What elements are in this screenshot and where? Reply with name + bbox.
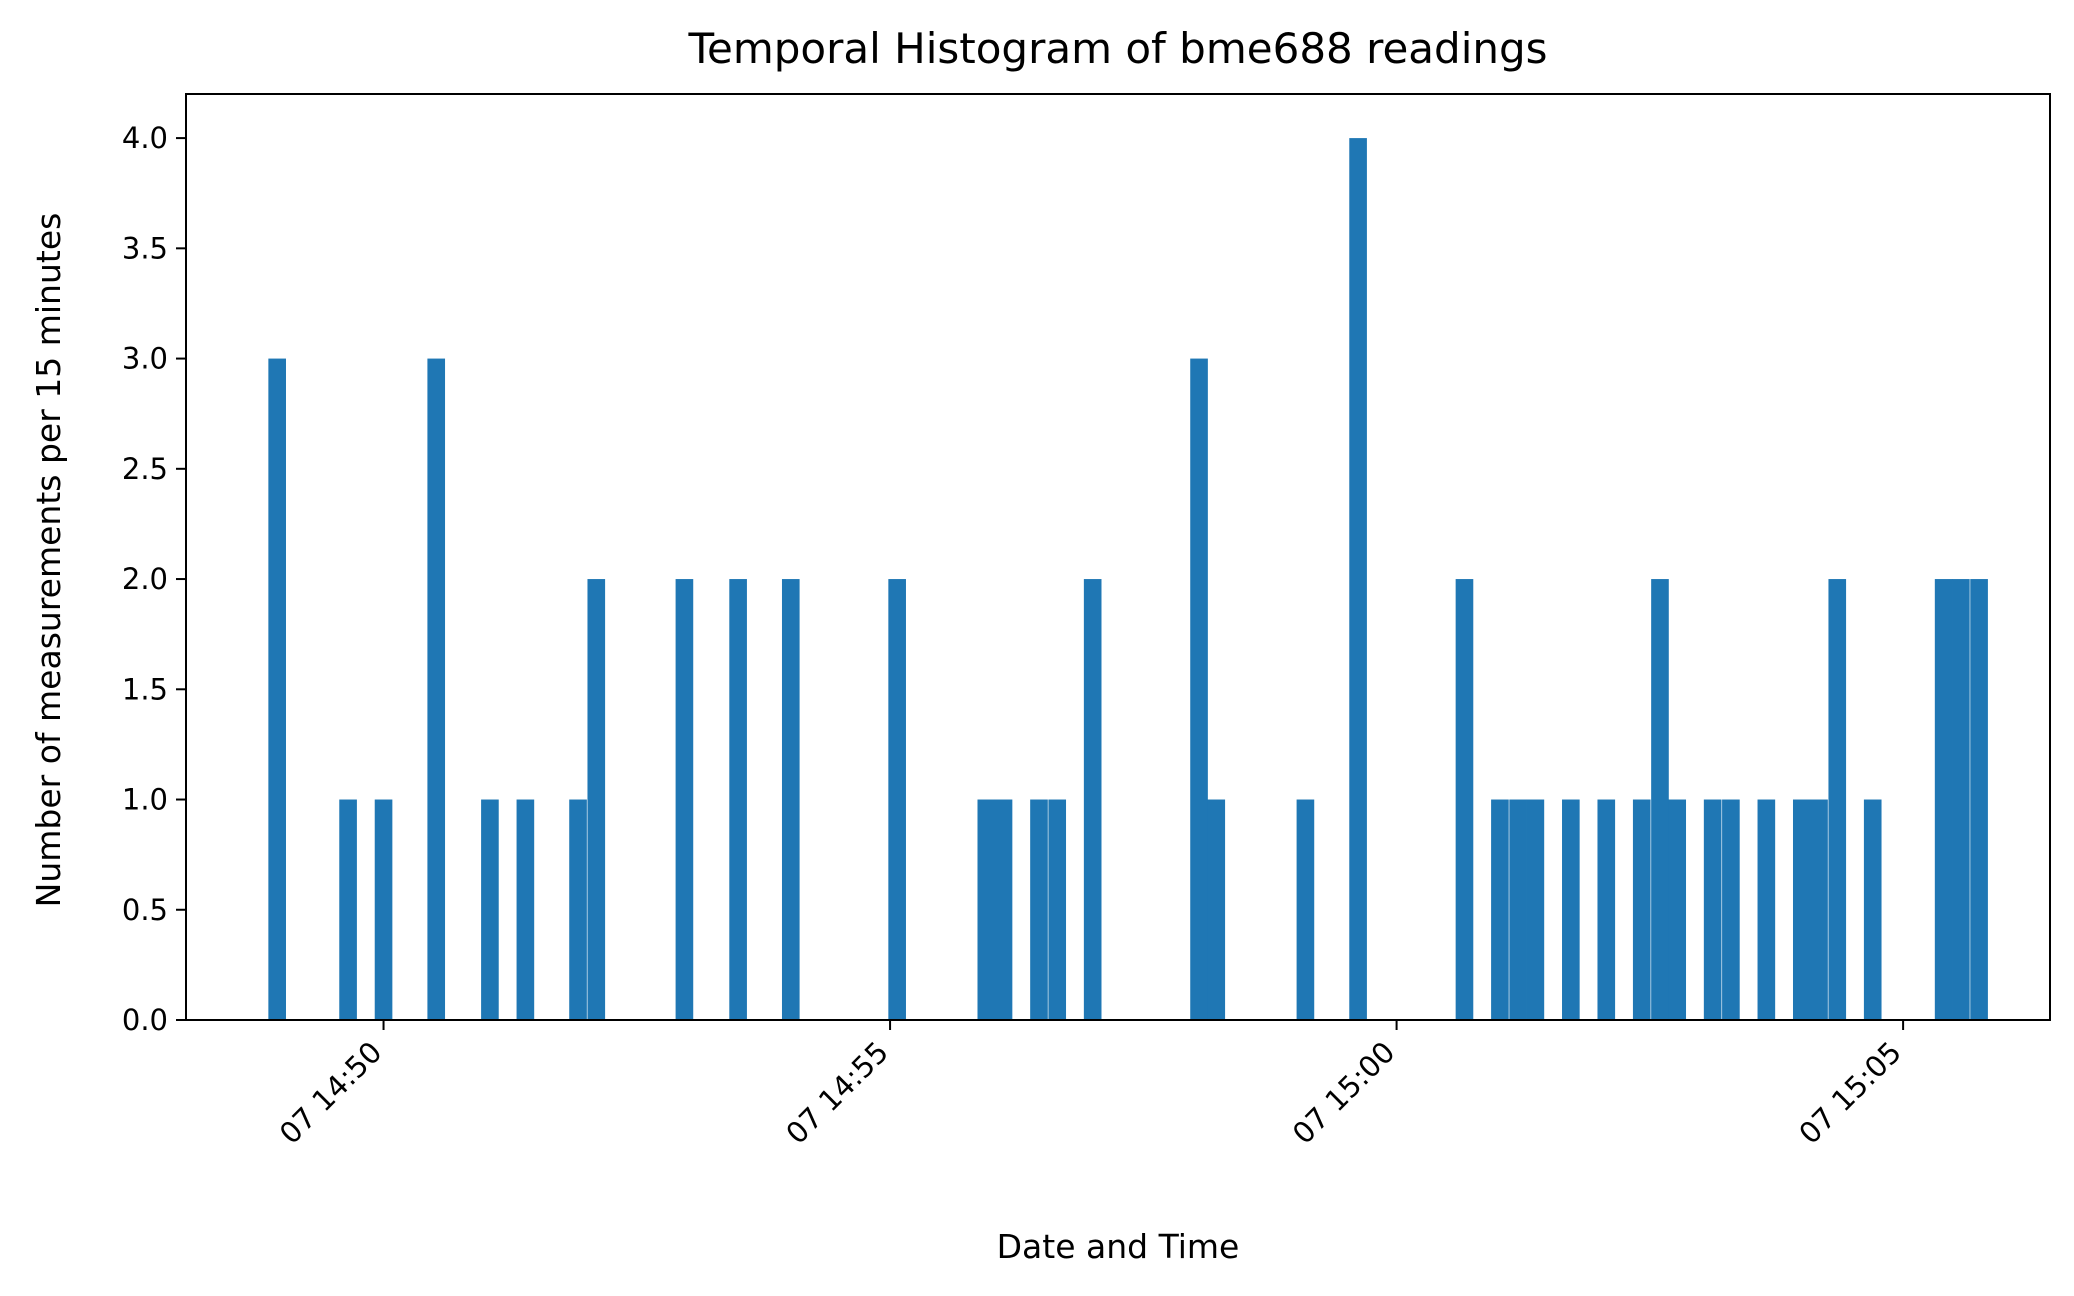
x-axis-title: Date and Time bbox=[997, 1227, 1240, 1266]
bar-21 bbox=[1455, 579, 1474, 1020]
bar-28 bbox=[1651, 579, 1669, 1020]
bar-0 bbox=[268, 358, 286, 1020]
bar-29 bbox=[1668, 799, 1687, 1020]
bar-8 bbox=[675, 579, 694, 1020]
bar-30 bbox=[1703, 799, 1722, 1020]
bar-19 bbox=[1296, 799, 1315, 1020]
bar-4 bbox=[481, 799, 499, 1020]
bar-9 bbox=[729, 579, 747, 1020]
y-tick-label-4: 2.0 bbox=[122, 562, 168, 596]
bar-34 bbox=[1810, 799, 1828, 1020]
bar-33 bbox=[1792, 799, 1811, 1020]
plot-frame bbox=[185, 93, 2051, 1021]
chart-title: Temporal Histogram of bme688 readings bbox=[687, 24, 1547, 73]
bar-38 bbox=[1952, 579, 1970, 1020]
y-tick-label-6: 3.0 bbox=[122, 342, 168, 376]
bar-7 bbox=[587, 579, 606, 1020]
bar-group bbox=[268, 138, 1988, 1021]
bar-24 bbox=[1526, 799, 1545, 1020]
y-tick-label-8: 4.0 bbox=[122, 121, 168, 155]
bar-22 bbox=[1491, 799, 1509, 1020]
y-tick-label-2: 1.0 bbox=[122, 783, 168, 817]
bar-13 bbox=[994, 799, 1013, 1020]
bar-10 bbox=[781, 579, 800, 1020]
bar-32 bbox=[1757, 799, 1776, 1020]
bar-35 bbox=[1828, 579, 1847, 1020]
bar-37 bbox=[1934, 579, 1953, 1020]
bar-1 bbox=[339, 799, 357, 1020]
bar-3 bbox=[427, 358, 446, 1020]
bar-16 bbox=[1083, 579, 1102, 1020]
y-tick-label-7: 3.5 bbox=[122, 231, 168, 265]
y-tick-label-1: 0.5 bbox=[122, 893, 168, 927]
bar-26 bbox=[1597, 799, 1616, 1020]
bar-14 bbox=[1030, 799, 1048, 1020]
bar-5 bbox=[516, 799, 535, 1020]
bar-20 bbox=[1349, 138, 1367, 1021]
bar-36 bbox=[1863, 799, 1882, 1020]
bar-17 bbox=[1190, 358, 1208, 1020]
bar-39 bbox=[1970, 579, 1988, 1020]
bar-27 bbox=[1632, 799, 1651, 1020]
bar-6 bbox=[569, 799, 587, 1020]
y-tick-label-0: 0.0 bbox=[122, 1003, 168, 1037]
y-tick-label-3: 1.5 bbox=[122, 672, 168, 706]
bar-25 bbox=[1562, 799, 1580, 1020]
y-axis: 0.0 0.5 1.0 1.5 2.0 2.5 3.0 3.5 4.0 bbox=[122, 121, 186, 1037]
bar-2 bbox=[374, 799, 393, 1020]
y-tick-label-5: 2.5 bbox=[122, 452, 168, 486]
y-axis-title: Number of measurements per 15 minutes bbox=[29, 213, 68, 908]
bar-31 bbox=[1722, 799, 1740, 1020]
bar-23 bbox=[1509, 799, 1527, 1020]
bar-18 bbox=[1207, 799, 1226, 1020]
bar-11 bbox=[888, 579, 906, 1020]
bar-12 bbox=[977, 799, 996, 1020]
bar-15 bbox=[1048, 799, 1067, 1020]
